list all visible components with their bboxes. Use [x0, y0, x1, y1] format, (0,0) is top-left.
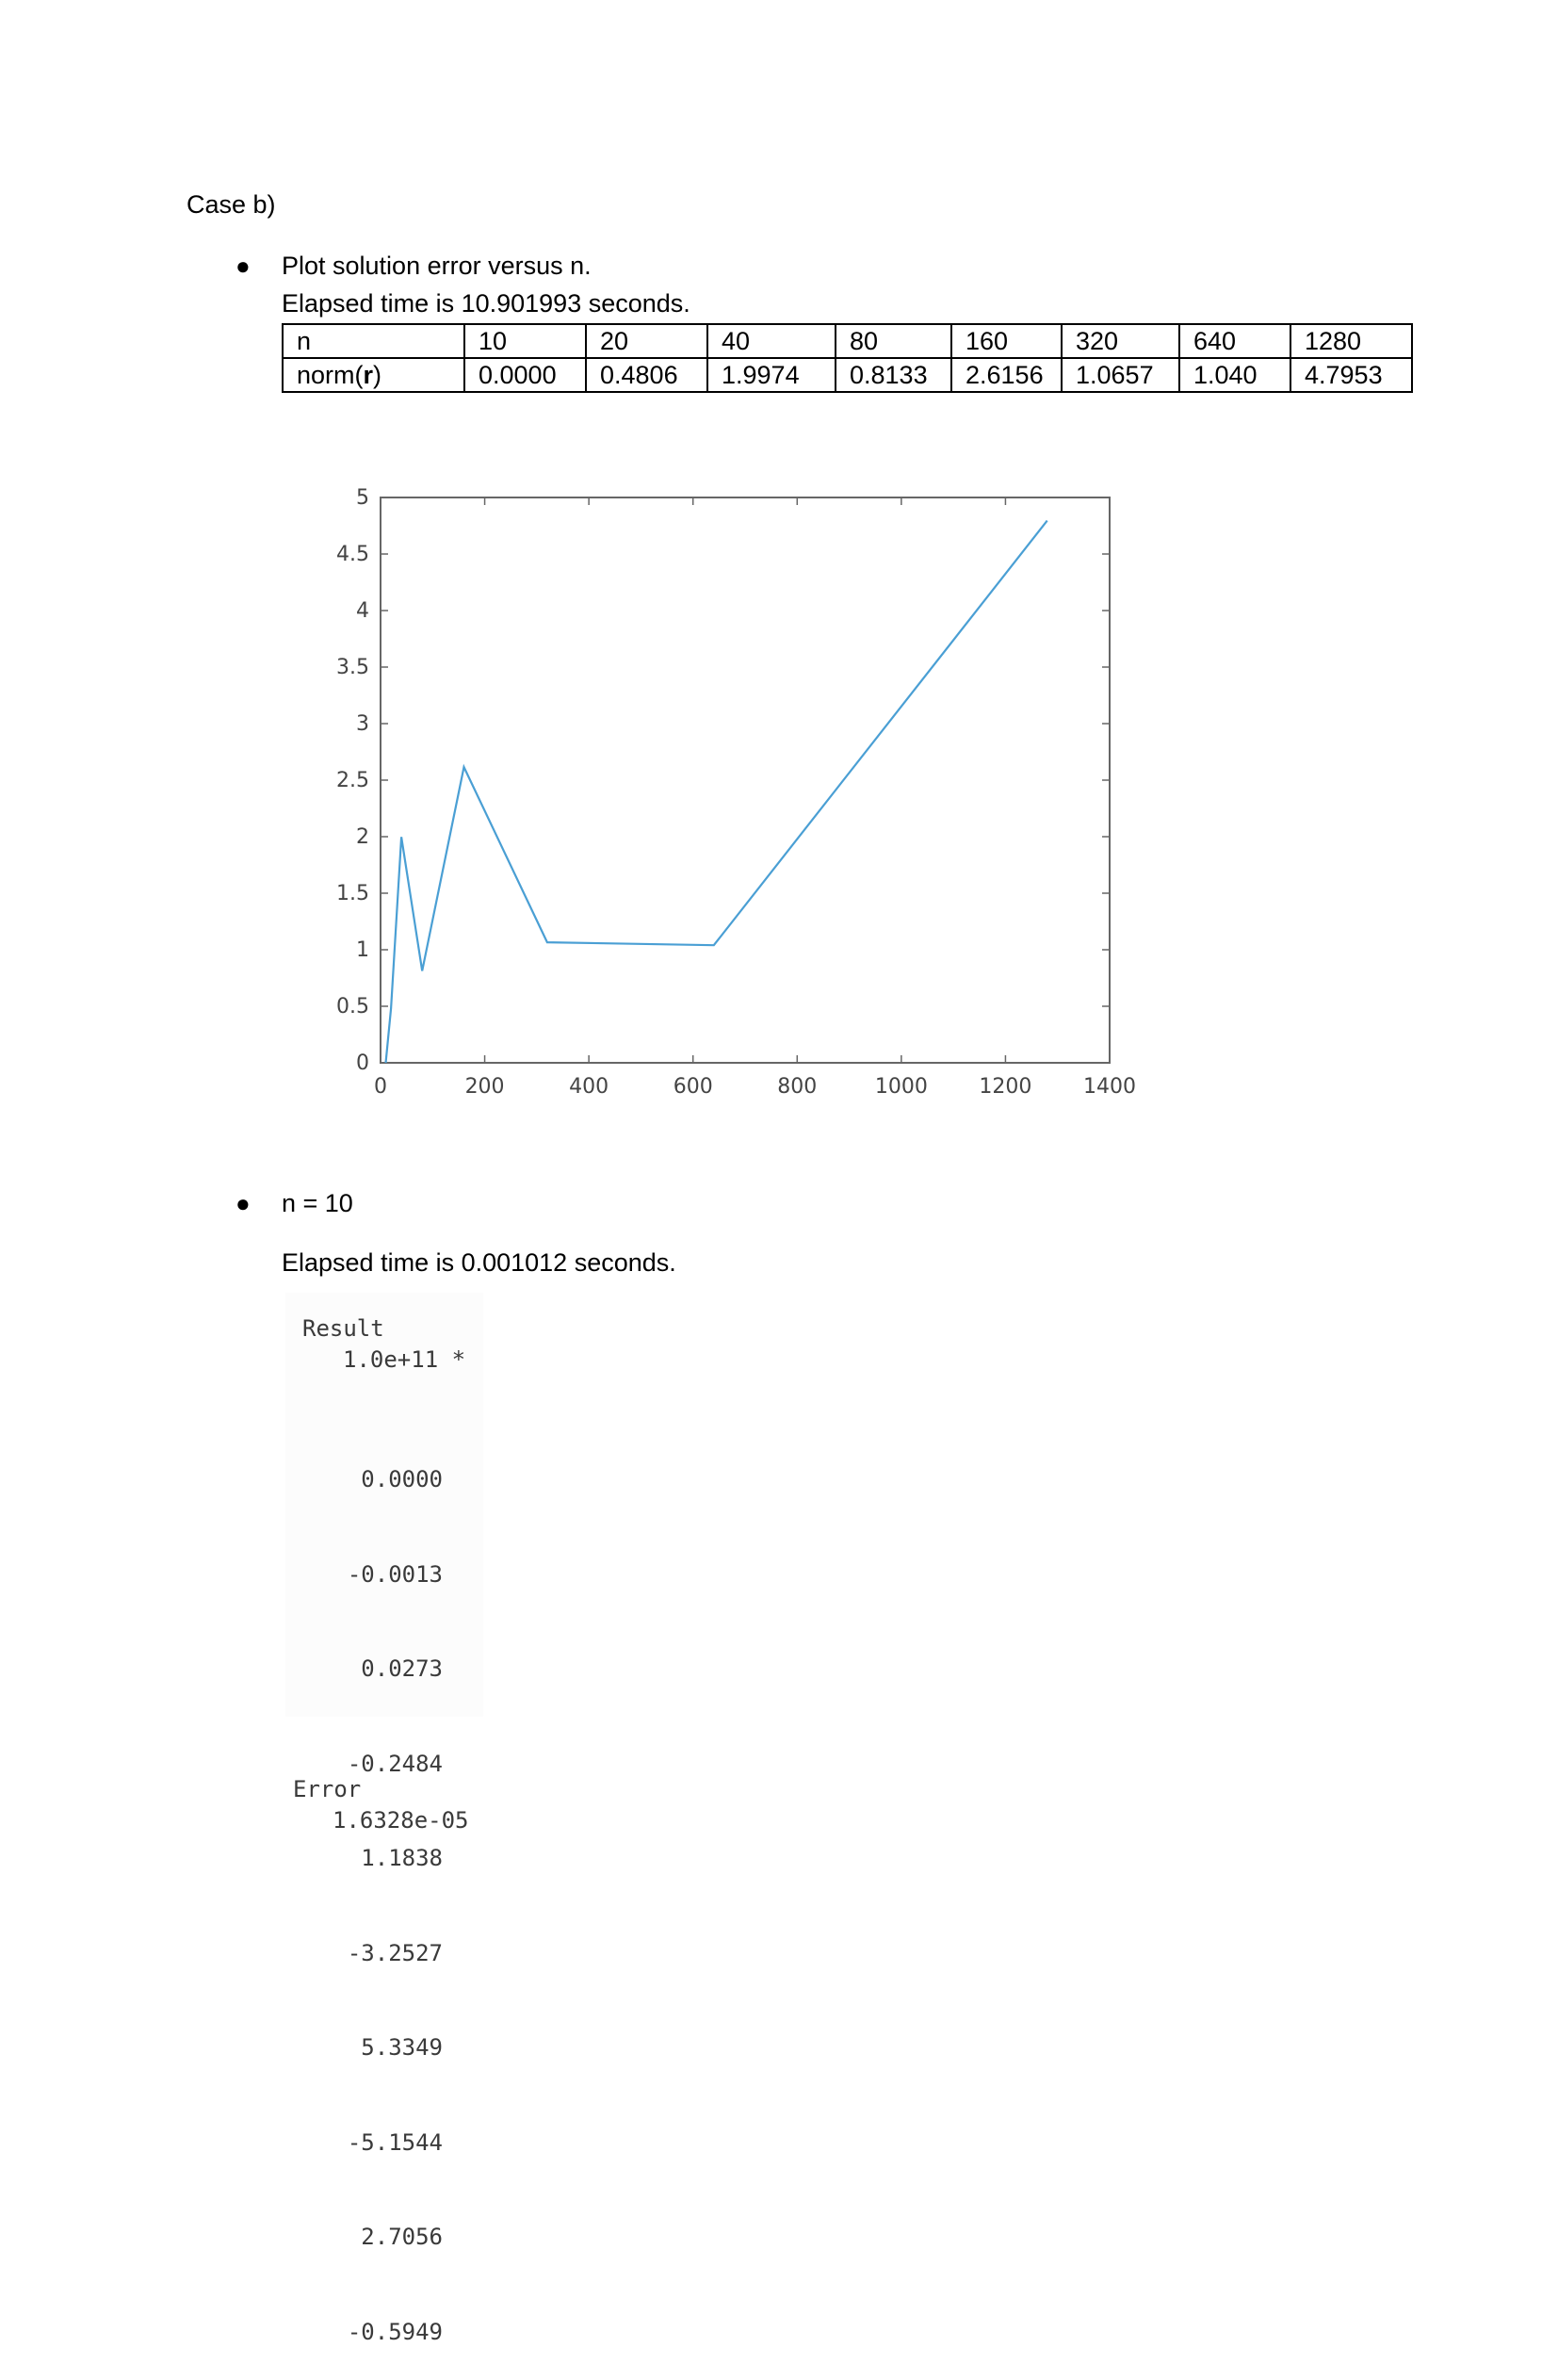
table-cell: 10: [463, 323, 587, 359]
result-value: -3.2527: [347, 1939, 443, 1966]
result-value: -0.5949: [347, 2318, 443, 2345]
table-cell: 80: [835, 323, 952, 359]
y-tick-label: 3.5: [336, 656, 369, 679]
table-cell: 0.8133: [835, 357, 952, 393]
results-table: n 10 20 40 80 160 320 640 1280 norm(r) 0…: [282, 323, 1413, 393]
error-line-chart: 0 200 400 600 800 1000 1200 1400 0 0.5 1 1.5 2 2.5 3 3.…: [336, 486, 1136, 1099]
result-scale-factor: 1.0e+11 *: [343, 1346, 466, 1373]
result-values-list: 0.0000 -0.0013 0.0273 -0.2484 1.1838 -3.…: [341, 1401, 443, 2380]
y-tick-label: 1: [356, 938, 369, 962]
y-tick-label: 4.5: [336, 543, 369, 566]
section1-elapsed-time: Elapsed time is 10.901993 seconds.: [282, 289, 690, 318]
table-cell: 320: [1061, 323, 1180, 359]
result-label: Result: [302, 1315, 384, 1342]
table-cell: 160: [950, 323, 1063, 359]
y-tick-label: 0: [356, 1051, 369, 1075]
error-label: Error: [293, 1776, 362, 1802]
x-tick-label: 1000: [875, 1075, 928, 1099]
table-cell: 0.0000: [463, 357, 587, 393]
result-value: 5.3349: [361, 2034, 443, 2061]
table-cell: 640: [1178, 323, 1291, 359]
y-tick-label: 2: [356, 825, 369, 849]
table-cell: 1.9974: [706, 357, 836, 393]
plot-area-frame: [380, 497, 1111, 1064]
table-cell: 2.6156: [950, 357, 1063, 393]
error-value: 1.6328e-05: [333, 1807, 469, 1834]
x-tick-label: 600: [674, 1075, 713, 1099]
result-value: 0.0000: [361, 1466, 443, 1492]
y-tick-label: 1.5: [336, 882, 369, 905]
norm-label-suffix: ): [373, 361, 382, 389]
series-line: [384, 519, 1048, 1064]
bullet-icon: ●: [235, 1189, 251, 1217]
bullet-icon: ●: [235, 252, 251, 280]
table-row-label: norm(r): [282, 357, 465, 393]
table-cell: 1280: [1290, 323, 1413, 359]
result-value: -0.0013: [347, 1560, 443, 1588]
section2-elapsed-time: Elapsed time is 0.001012 seconds.: [282, 1248, 676, 1277]
x-tick-label: 800: [777, 1075, 817, 1099]
table-cell: 0.4806: [585, 357, 708, 393]
section1-bullet-text: Plot solution error versus n.: [282, 252, 592, 280]
y-tick-label: 2.5: [336, 769, 369, 792]
x-tick-label: 0: [374, 1075, 387, 1099]
result-value: 0.0273: [361, 1655, 443, 1682]
x-tick-label: 1400: [1083, 1075, 1136, 1099]
table-row-n: n 10 20 40 80 160 320 640 1280: [282, 323, 1413, 359]
table-cell: 40: [706, 323, 836, 359]
table-cell: 1.040: [1178, 357, 1291, 393]
table-row-label: n: [282, 323, 465, 359]
y-tick-label: 3: [356, 712, 369, 736]
result-value: -0.2484: [347, 1750, 443, 1777]
x-tick-label: 400: [569, 1075, 609, 1099]
table-row-norm: norm(r) 0.0000 0.4806 1.9974 0.8133 2.61…: [282, 357, 1413, 393]
result-value: 2.7056: [361, 2224, 443, 2250]
result-value: 1.1838: [361, 1845, 443, 1871]
table-cell: 20: [585, 323, 708, 359]
norm-label-vector: r: [363, 361, 374, 389]
y-tick-label: 0.5: [336, 995, 369, 1019]
y-tick-label: 4: [356, 599, 369, 623]
x-tick-label: 1200: [979, 1075, 1031, 1099]
result-value: -5.1544: [347, 2128, 443, 2156]
y-tick-label: 5: [356, 486, 369, 510]
norm-label-prefix: norm(: [297, 361, 364, 389]
x-tick-label: 200: [465, 1075, 505, 1099]
table-cell: 4.7953: [1290, 357, 1413, 393]
section2-bullet-text: n = 10: [282, 1189, 353, 1217]
case-heading: Case b): [187, 190, 276, 219]
table-cell: 1.0657: [1061, 357, 1180, 393]
console-output-panel: [285, 1293, 483, 1717]
